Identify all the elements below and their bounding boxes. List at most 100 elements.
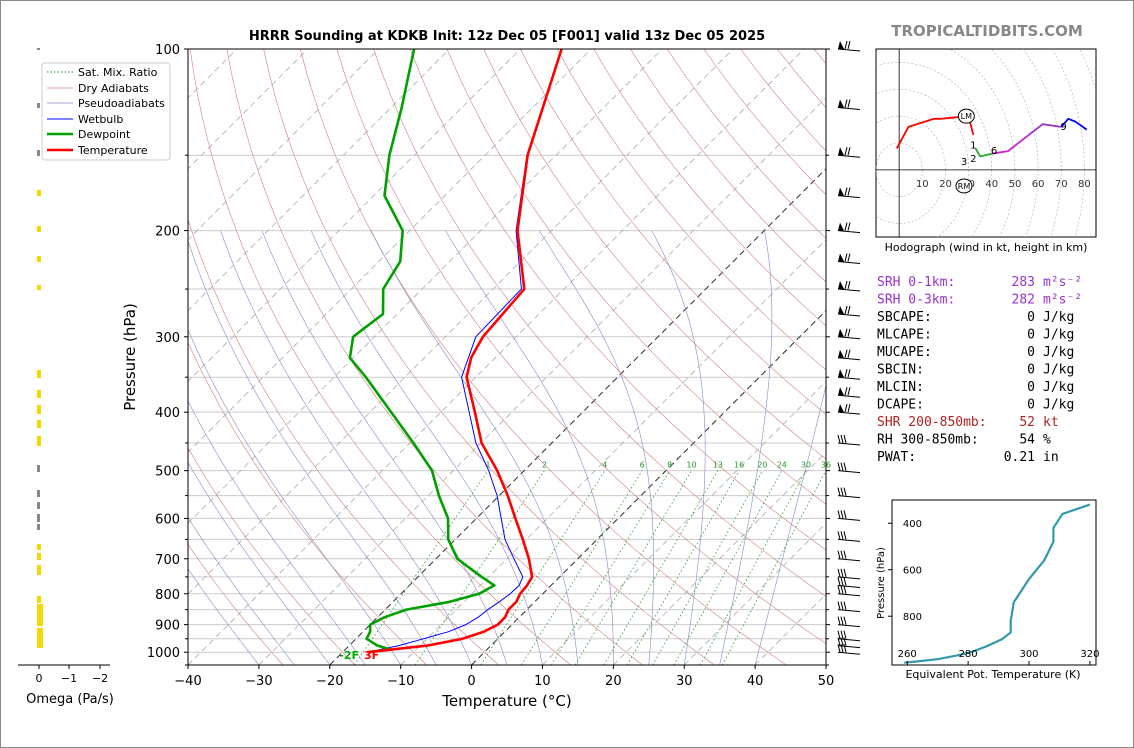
wind-barb-feather: [837, 434, 841, 444]
omega-bar: [37, 390, 41, 398]
isotherm-line: [188, 49, 521, 383]
mixing-ratio-line: [721, 470, 826, 665]
wind-barb-feather: [847, 328, 851, 337]
index-label: SRH 0-3km:: [877, 293, 955, 308]
wind-barb-feather: [843, 637, 847, 646]
wind-barb-feather: [847, 349, 851, 358]
wind-barb-feather: [843, 531, 847, 540]
skewt-y-tick-label: 700: [155, 553, 180, 568]
legend: Sat. Mix. Ratio Dry Adiabats Pseudoadiab…: [41, 62, 171, 161]
hodograph-lm-marker: [957, 108, 975, 124]
wind-barb-feather: [847, 99, 851, 108]
wind-barb-feather: [840, 616, 844, 625]
wind-barb-feather: [840, 577, 844, 586]
index-unit: in: [1043, 450, 1059, 465]
wind-barb-staff: [837, 313, 861, 317]
mixing-ratio-line: [550, 470, 670, 665]
isotherm-line: [188, 49, 592, 453]
hodograph-ring-label: 70: [1055, 179, 1068, 190]
skewt-frame: [187, 48, 827, 666]
omega-panel: 0 −1 −2 Omega (Pa/s): [18, 48, 114, 707]
wind-barb-staff: [837, 538, 861, 542]
wind-barb-feather: [840, 644, 844, 653]
mixing-ratio-label: 30: [801, 461, 811, 470]
wind-barb-feather: [843, 487, 847, 496]
legend-label-mixing-ratio: Sat. Mix. Ratio: [78, 66, 158, 79]
skewt-x-tick-label: 50: [818, 674, 835, 689]
index-unit: %: [1043, 433, 1051, 448]
wind-barb-feather: [840, 487, 844, 496]
index-value: 52: [1019, 415, 1035, 430]
skewt-y-tick-label: 1000: [147, 646, 180, 661]
index-unit: m²s⁻²: [1043, 275, 1082, 290]
pseudoadiabat: [261, 230, 508, 665]
wind-barb-staff: [837, 195, 861, 199]
mixing-ratio-line: [626, 470, 740, 665]
skewt-x-tick-label: 40: [747, 674, 764, 689]
wind-barb-feather: [847, 280, 851, 290]
skewt-y-tick-label: 800: [155, 588, 180, 603]
index-label: PWAT:: [877, 450, 916, 465]
omega-bar: [37, 256, 41, 262]
dry-adiabat: [263, 49, 715, 665]
omega-bar: [37, 226, 41, 232]
omega-bar: [37, 405, 41, 414]
omega-bar: [37, 48, 40, 50]
mixing-ratio-line: [673, 470, 783, 665]
hodograph-trace: [896, 115, 1088, 158]
pseudoadiabat: [188, 568, 260, 665]
hodograph-height-label: 3: [961, 157, 967, 168]
pseudoadiabat: [651, 230, 706, 665]
mixing-ratio-label: 36: [821, 461, 831, 470]
dry-adiabat: [188, 218, 499, 665]
wind-barb-feather: [837, 616, 841, 625]
omega-bar: [37, 420, 41, 428]
wind-barb-feather: [843, 616, 847, 625]
wind-barb-flag: [838, 369, 844, 378]
wind-barb-feather: [843, 568, 847, 577]
dry-adiabat: [188, 341, 428, 665]
index-value: 54: [1019, 433, 1035, 448]
theta-y-tick-label: 600: [903, 566, 922, 577]
wind-barb-feather: [840, 585, 844, 594]
theta-e-panel: 260 280 300 320 400 600 800 Equivalent Pot. Te…: [876, 499, 1099, 681]
wind-barb-feather: [837, 510, 841, 519]
omega-bar: [37, 103, 40, 108]
legend-label-pseudoadiabats: Pseudoadiabats: [78, 97, 165, 110]
pseudoadiabat: [754, 384, 826, 665]
isotherm-line: [188, 49, 309, 170]
index-value: 282: [1012, 293, 1035, 308]
omega-bar: [37, 514, 40, 522]
index-value: 0: [1027, 328, 1035, 343]
skewt-y-tick-label: 200: [155, 225, 180, 240]
surface-dewpoint-label: -2F: [339, 649, 359, 662]
dry-adiabat: [188, 447, 356, 665]
skewt-profiles: [348, 49, 563, 654]
mixing-ratio-label: 8: [667, 461, 672, 470]
skewt-x-tick-label: −30: [245, 674, 272, 689]
index-unit: J/kg: [1043, 328, 1074, 343]
wind-barb-feather: [837, 601, 841, 610]
index-label: RH 300-850mb:: [877, 433, 979, 448]
wind-barb-feather: [840, 630, 844, 639]
index-label: DCAPE:: [877, 398, 924, 413]
wind-barb-feather: [840, 434, 844, 444]
wind-barb-feather: [847, 187, 851, 196]
pseudoadiabat: [310, 230, 543, 665]
index-label: SBCIN:: [877, 363, 924, 378]
dry-adiabat: [593, 49, 826, 327]
skewt-x-tick-label: 20: [605, 674, 622, 689]
pseudoadiabat: [188, 400, 366, 665]
skewt-x-tick-label: −40: [174, 674, 201, 689]
omega-bar: [37, 628, 43, 648]
wind-barb-feather: [837, 462, 841, 471]
wind-barb-feather: [844, 305, 848, 315]
theta-x-tick-label: 260: [898, 649, 917, 660]
isotherm-line: [188, 49, 663, 524]
wind-barb-feather: [840, 601, 844, 610]
wind-barb-flag: [838, 281, 844, 290]
omega-bar: [37, 604, 43, 626]
index-unit: kt: [1043, 415, 1059, 430]
omega-bar: [37, 565, 41, 575]
hodograph-height-label: 6: [991, 146, 997, 157]
